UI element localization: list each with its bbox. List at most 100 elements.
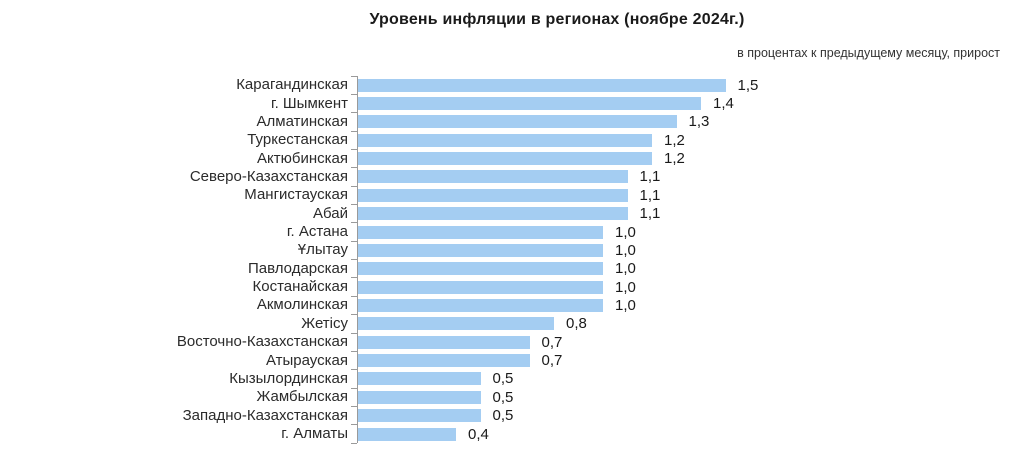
category-label: Западно-Казахстанская xyxy=(182,406,348,424)
chart-row: Костанайская 1,0 xyxy=(0,277,1014,297)
bar xyxy=(358,390,481,404)
value-label: 1,0 xyxy=(615,296,636,314)
category-label: Акмолинская xyxy=(256,296,348,314)
bar xyxy=(358,78,726,92)
chart-row: Западно-Казахстанская 0,5 xyxy=(0,405,1014,425)
chart-row: Восточно-Казахстанская 0,7 xyxy=(0,332,1014,352)
value-label: 0,5 xyxy=(492,388,514,406)
bar xyxy=(358,372,481,386)
category-label: Туркестанская xyxy=(247,131,348,149)
category-label: Алматинская xyxy=(256,112,348,130)
bar-area: 1,1 xyxy=(351,204,1014,223)
category-label: Жамбылская xyxy=(256,388,349,406)
chart-row: Жамбылская 0,5 xyxy=(0,387,1014,407)
bar-area: 1,0 xyxy=(351,277,1014,297)
bar xyxy=(358,354,530,368)
value-label: 0,5 xyxy=(492,370,514,388)
bar-area: 0,4 xyxy=(351,424,1014,445)
bar xyxy=(358,427,456,441)
bar-area: 1,1 xyxy=(351,185,1014,205)
value-label: 1,1 xyxy=(639,186,661,204)
category-label: г. Алматы xyxy=(281,425,348,442)
bar xyxy=(358,133,652,147)
value-label: 0,8 xyxy=(566,315,587,333)
bar xyxy=(358,207,628,221)
chart-row: Жетісу 0,8 xyxy=(0,314,1014,334)
bar xyxy=(358,225,603,239)
category-label: Павлодарская xyxy=(248,259,348,277)
chart-row: Атырауская 0,7 xyxy=(0,350,1014,370)
value-label: 0,7 xyxy=(541,352,563,370)
bar-area: 0,5 xyxy=(351,369,1014,389)
value-label: 1,4 xyxy=(713,95,734,113)
bar xyxy=(358,97,701,111)
category-label: г. Астана xyxy=(286,223,348,241)
chart-row: Павлодарская 1,0 xyxy=(0,259,1014,278)
category-label: г. Шымкент xyxy=(270,94,348,112)
value-label: 1,0 xyxy=(615,260,636,278)
bar xyxy=(358,280,603,294)
category-label: Карагандинская xyxy=(236,76,348,94)
value-label: 1,2 xyxy=(664,131,685,149)
chart-row: Туркестанская 1,2 xyxy=(0,130,1014,150)
bar-area: 0,7 xyxy=(351,332,1014,352)
category-label: Жетісу xyxy=(301,314,348,332)
bar xyxy=(358,409,481,423)
value-label: 1,1 xyxy=(639,168,661,186)
bar xyxy=(358,188,628,202)
chart-row: Кызылординская 0,5 xyxy=(0,369,1014,389)
bar xyxy=(358,317,554,331)
bar-area: 1,3 xyxy=(351,112,1014,132)
bar-area: 1,4 xyxy=(351,93,1014,113)
bar xyxy=(358,152,652,166)
bar-area: 0,8 xyxy=(351,314,1014,334)
value-label: 0,5 xyxy=(492,407,514,425)
value-label: 1,3 xyxy=(688,113,710,131)
value-label: 1,5 xyxy=(737,76,759,94)
bar xyxy=(358,170,628,184)
category-label: Актюбинская xyxy=(257,149,348,167)
bar-area: 0,7 xyxy=(351,350,1014,370)
bar-area: 0,5 xyxy=(351,405,1014,425)
bar-area: 1,0 xyxy=(351,295,1014,315)
value-label: 1,0 xyxy=(615,278,636,296)
bar xyxy=(358,298,603,312)
chart-row: Карагандинская 1,5 xyxy=(0,75,1014,95)
bar-area: 1,2 xyxy=(351,130,1014,150)
category-label: Мангистауская xyxy=(244,186,348,204)
bar-area: 1,2 xyxy=(351,148,1014,168)
category-label: Абай xyxy=(313,204,348,222)
bar-area: 1,0 xyxy=(351,240,1014,260)
category-label: Северо-Казахстанская xyxy=(189,167,348,185)
chart-row: Актюбинская 1,2 xyxy=(0,148,1014,168)
chart-subtitle: в процентах к предыдущему месяцу, прирос… xyxy=(737,46,1000,60)
bar xyxy=(358,335,530,349)
value-label: 1,2 xyxy=(664,150,685,168)
value-label: 1,0 xyxy=(615,223,636,241)
bars-container: Карагандинская 1,5 г. Шымкент 1,4 Алматинска… xyxy=(0,75,1014,445)
bar xyxy=(358,262,603,276)
chart-row: г. Шымкент 1,4 xyxy=(0,93,1014,113)
chart-title: Уровень инфляции в регионах (ноябре 2024… xyxy=(369,11,745,28)
chart-row: Абай 1,1 xyxy=(0,204,1014,223)
chart-row: Мангистауская 1,1 xyxy=(0,185,1014,205)
category-label: Ұлытау xyxy=(297,241,348,259)
chart-row: Алматинская 1,3 xyxy=(0,112,1014,132)
value-label: 0,7 xyxy=(541,333,563,351)
bar xyxy=(358,243,603,257)
chart-row: г. Астана 1,0 xyxy=(0,222,1014,242)
bar-area: 1,0 xyxy=(351,222,1014,242)
chart-row: Северо-Казахстанская 1,1 xyxy=(0,167,1014,187)
bar-area: 0,5 xyxy=(351,387,1014,407)
category-label: Восточно-Казахстанская xyxy=(176,333,348,351)
bar-area: 1,0 xyxy=(351,259,1014,278)
category-label: Костанайская xyxy=(252,278,349,296)
category-label: Атырауская xyxy=(265,351,348,369)
bar-area: 1,5 xyxy=(351,75,1014,95)
value-label: 1,0 xyxy=(615,241,636,259)
chart-row: г. Алматы 0,4 xyxy=(0,424,1014,445)
value-label: 1,1 xyxy=(639,205,661,223)
chart-row: Акмолинская 1,0 xyxy=(0,295,1014,315)
category-label: Кызылординская xyxy=(229,369,348,387)
